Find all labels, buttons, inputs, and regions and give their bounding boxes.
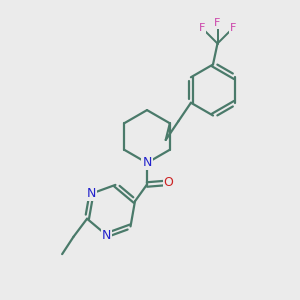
Text: N: N — [142, 156, 152, 170]
Text: O: O — [164, 176, 173, 190]
Text: F: F — [214, 18, 221, 28]
Text: F: F — [230, 23, 236, 33]
Text: N: N — [102, 229, 111, 242]
Text: F: F — [199, 23, 205, 33]
Text: N: N — [87, 187, 96, 200]
